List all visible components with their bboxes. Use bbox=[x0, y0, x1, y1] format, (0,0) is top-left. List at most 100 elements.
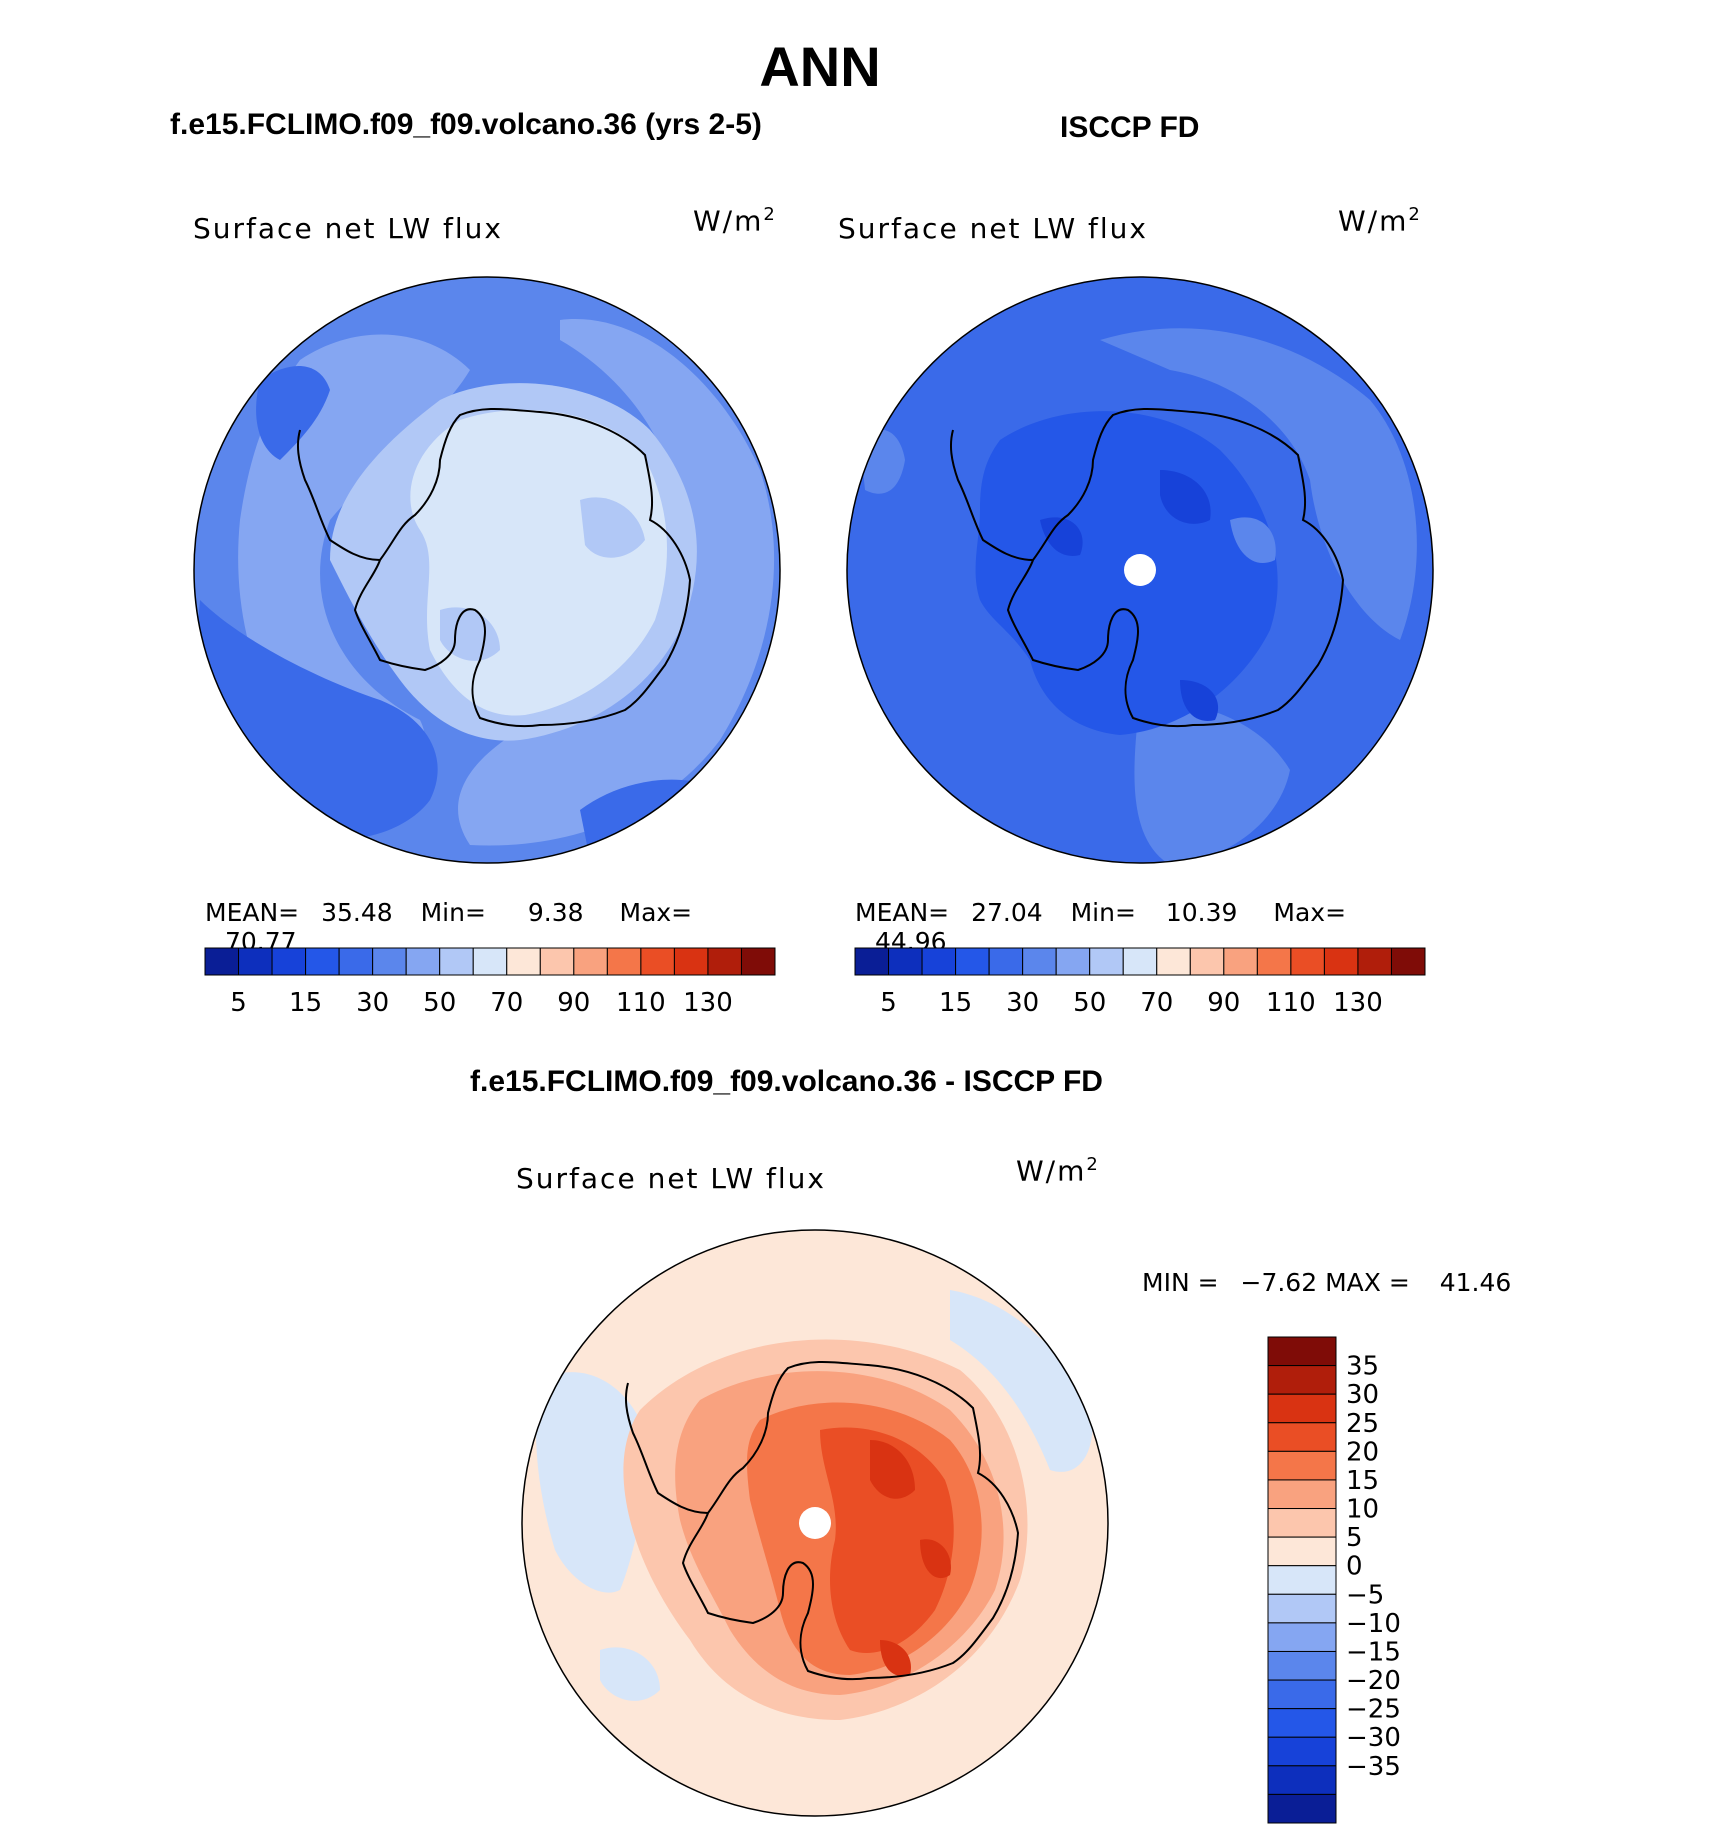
colorbar-box bbox=[1390, 947, 1426, 976]
colorbar-tick-label: −30 bbox=[1346, 1723, 1401, 1753]
panel1-map-border bbox=[193, 276, 781, 864]
figure-title: ANN bbox=[759, 35, 881, 98]
colorbar-box bbox=[988, 947, 1024, 976]
panel1-min-label: Min= bbox=[420, 898, 486, 927]
panel3-min: −7.62 bbox=[1240, 1268, 1318, 1297]
colorbar-tick-label: 25 bbox=[1346, 1409, 1379, 1439]
colorbar-tick-label: 130 bbox=[1333, 988, 1383, 1018]
colorbar-box bbox=[1267, 1365, 1337, 1395]
colorbar-tick-label: 20 bbox=[1346, 1437, 1379, 1467]
colorbar-box bbox=[1256, 947, 1292, 976]
colorbar-box bbox=[238, 947, 273, 976]
colorbar-box bbox=[1267, 1679, 1337, 1710]
panel3-peninsula bbox=[624, 1382, 709, 1514]
colorbar-tick-label: −25 bbox=[1346, 1695, 1401, 1725]
panel3-anomaly-30c bbox=[920, 1539, 951, 1579]
colorbar-tick-label: 5 bbox=[880, 988, 897, 1018]
colorbar-tick-label: 10 bbox=[1346, 1495, 1379, 1525]
panel3-units: W/m2 bbox=[1016, 1154, 1100, 1187]
colorbar-tick-label: 30 bbox=[1346, 1380, 1379, 1410]
colorbar-box bbox=[1267, 1565, 1337, 1595]
panel3-units-exp: 2 bbox=[1086, 1154, 1100, 1175]
panel3-ocean-neg-w bbox=[535, 1372, 644, 1593]
panel2-ocean-lighter-s bbox=[1134, 700, 1290, 863]
colorbar-tick-label: 70 bbox=[1140, 988, 1173, 1018]
colorbar-box bbox=[1267, 1593, 1337, 1624]
panel1-title: f.e15.FCLIMO.f09_f09.volcano.36 (yrs 2-5… bbox=[170, 108, 762, 141]
panel1-colorbar: 5 15 30 50 70 90 110 130 bbox=[204, 947, 776, 1018]
colorbar-box bbox=[1357, 947, 1392, 976]
panel3-max: 41.46 bbox=[1439, 1268, 1512, 1297]
colorbar-box bbox=[673, 947, 709, 976]
colorbar-tick-label: 90 bbox=[1207, 988, 1240, 1018]
panel3-ocean-neg-ne bbox=[950, 1290, 1093, 1472]
colorbar-box bbox=[1267, 1736, 1337, 1767]
colorbar-box bbox=[1323, 947, 1359, 976]
colorbar-box bbox=[1267, 1536, 1337, 1567]
panel1-ocean-dark-nw bbox=[256, 366, 330, 460]
colorbar-tick-label: 0 bbox=[1346, 1552, 1363, 1582]
colorbar-tick-label: 110 bbox=[616, 988, 666, 1018]
panel2-min: 10.39 bbox=[1165, 898, 1238, 927]
colorbar-tick-label: 30 bbox=[1006, 988, 1039, 1018]
colorbar-box bbox=[1267, 1708, 1337, 1738]
colorbar-tick-label: 15 bbox=[1346, 1466, 1379, 1496]
colorbar-box bbox=[1290, 947, 1325, 976]
colorbar-box bbox=[1267, 1793, 1337, 1824]
panel2-peninsula bbox=[949, 429, 1034, 561]
colorbar-box bbox=[1267, 1622, 1337, 1652]
colorbar-tick-label: 30 bbox=[356, 988, 389, 1018]
panel3-map-border bbox=[521, 1229, 1109, 1817]
colorbar-box bbox=[271, 947, 307, 976]
panel2-max-label: Max= bbox=[1273, 898, 1347, 927]
colorbar-tick-label: −15 bbox=[1346, 1637, 1401, 1667]
panel1-inner-highlight-1 bbox=[580, 497, 645, 558]
panel2-pole-mask bbox=[1124, 554, 1156, 586]
colorbar-tick-label: 50 bbox=[423, 988, 456, 1018]
colorbar-tick-label: 70 bbox=[490, 988, 523, 1018]
panel1-ocean-lighter-right bbox=[458, 319, 775, 846]
colorbar-box bbox=[1267, 1765, 1337, 1795]
colorbar-tick-label: 15 bbox=[289, 988, 322, 1018]
colorbar-box bbox=[606, 947, 642, 976]
colorbar-tick-label: 15 bbox=[939, 988, 972, 1018]
colorbar-box bbox=[1267, 1422, 1337, 1452]
colorbar-tick-label: 5 bbox=[1346, 1523, 1363, 1553]
colorbar-tick-label: 110 bbox=[1266, 988, 1316, 1018]
panel1-peninsula bbox=[296, 429, 381, 561]
colorbar-tick-label: 90 bbox=[557, 988, 590, 1018]
colorbar-box bbox=[1022, 947, 1057, 976]
panel2-colorbar: 5 15 30 50 70 90 110 130 bbox=[854, 947, 1426, 1018]
colorbar-tick-label: −10 bbox=[1346, 1609, 1401, 1639]
colorbar-box bbox=[1122, 947, 1158, 976]
colorbar-box bbox=[888, 947, 923, 976]
panel3-anomaly-25 bbox=[820, 1427, 954, 1654]
panel1-min: 9.38 bbox=[527, 898, 584, 927]
colorbar-tick-label: 35 bbox=[1346, 1352, 1379, 1382]
colorbar-tick-label: 5 bbox=[230, 988, 247, 1018]
panel2-coastline bbox=[1006, 408, 1345, 728]
colorbar-box bbox=[707, 947, 742, 976]
colorbar-box bbox=[204, 947, 240, 976]
panel1-mean-label: MEAN= bbox=[205, 898, 300, 927]
panel1-map bbox=[194, 277, 780, 863]
colorbar-box bbox=[955, 947, 990, 976]
panel1-coastline bbox=[353, 408, 692, 728]
panel3-pole-mask bbox=[799, 1507, 831, 1539]
colorbar-box bbox=[305, 947, 340, 976]
panel2-continent-light-patch bbox=[1230, 517, 1276, 564]
panel3-variable-label: Surface net LW flux bbox=[516, 1162, 826, 1195]
panel1-units-base: W/m bbox=[693, 204, 764, 238]
panel3-ocean-neg-s bbox=[600, 1647, 660, 1701]
colorbar-box bbox=[921, 947, 957, 976]
colorbar-box bbox=[1267, 1336, 1337, 1367]
panel2-units-base: W/m bbox=[1338, 204, 1409, 238]
panel1-variable-label: Surface net LW flux bbox=[193, 212, 503, 245]
colorbar-box bbox=[1267, 1479, 1337, 1510]
colorbar-tick-label: −5 bbox=[1346, 1580, 1384, 1610]
panel3-coastline bbox=[681, 1361, 1020, 1681]
panel2-map bbox=[847, 277, 1433, 863]
panel2-min-label: Min= bbox=[1070, 898, 1136, 927]
panel2-continent-dark-1 bbox=[1160, 470, 1211, 524]
panel3-units-base: W/m bbox=[1016, 1154, 1087, 1188]
